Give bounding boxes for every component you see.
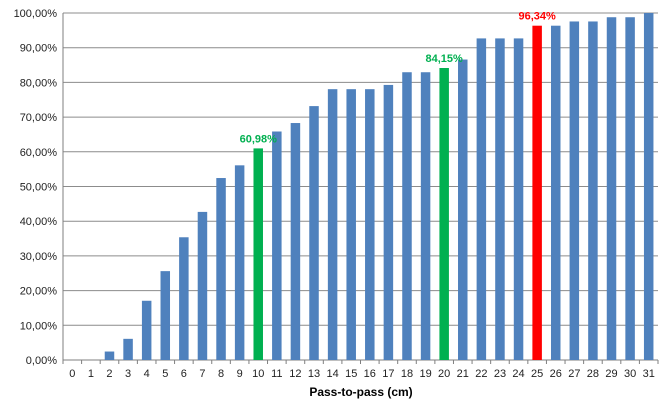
bar (402, 72, 412, 360)
x-tick-label: 20 (438, 368, 450, 380)
x-tick-label: 8 (218, 368, 224, 380)
x-tick-label: 28 (587, 368, 599, 380)
bar (365, 89, 375, 360)
x-tick-label: 25 (531, 368, 543, 380)
x-tick-label: 30 (624, 368, 636, 380)
y-tick-label: 60,00% (20, 147, 58, 159)
x-tick-label: 0 (69, 368, 75, 380)
gridlines (62, 12, 659, 364)
x-tick-label: 31 (643, 368, 655, 380)
bar (123, 338, 133, 360)
bar (197, 211, 208, 360)
x-tick-label: 27 (568, 368, 580, 380)
x-tick-label: 24 (512, 368, 524, 380)
y-tick-label: 50,00% (20, 182, 58, 194)
bar (346, 89, 356, 360)
x-tick-label: 26 (550, 368, 562, 380)
data-label: 60,98% (240, 133, 278, 145)
bar (216, 178, 226, 360)
x-axis-title: Pass-to-pass (cm) (309, 385, 412, 399)
bar (588, 21, 598, 361)
x-tick-label: 4 (144, 368, 150, 380)
bar (272, 131, 282, 360)
y-axis-tick-labels: 0,00% 10,00% 20,00% 30,00% 40,00% 50,00% 60,00… (14, 8, 58, 367)
y-tick-label: 40,00% (20, 216, 58, 228)
y-tick-label: 30,00% (20, 251, 58, 263)
x-tick-label: 16 (364, 368, 376, 380)
bar (420, 72, 431, 360)
x-tick-label: 10 (252, 368, 264, 380)
bar (290, 123, 301, 361)
x-tick-label: 18 (401, 368, 413, 380)
bar (643, 13, 654, 360)
y-tick-label: 20,00% (20, 286, 58, 298)
x-tick-label: 22 (475, 368, 487, 380)
bar (104, 351, 115, 360)
x-tick-label: 29 (605, 368, 617, 380)
x-tick-label: 21 (457, 368, 469, 380)
x-tick-label: 13 (308, 368, 320, 380)
x-tick-label: 6 (181, 368, 187, 380)
x-tick-label: 12 (289, 368, 301, 380)
bar (476, 38, 487, 361)
bar (550, 25, 561, 361)
bar (253, 148, 263, 360)
bar (234, 165, 245, 360)
x-tick-label: 5 (162, 368, 168, 380)
data-label: 84,15% (426, 53, 464, 65)
y-tick-label: 100,00% (14, 8, 58, 20)
y-tick-label: 70,00% (20, 112, 58, 124)
y-tick-label: 80,00% (20, 77, 58, 89)
y-tick-label: 10,00% (20, 320, 58, 332)
bar (532, 25, 542, 361)
x-tick-label: 9 (237, 368, 243, 380)
y-tick-label: 0,00% (26, 355, 57, 367)
bar (383, 84, 394, 360)
x-tick-label: 11 (271, 368, 282, 380)
bar (513, 38, 524, 361)
bar (160, 271, 171, 360)
x-tick-label: 3 (125, 368, 131, 380)
bar (439, 67, 449, 360)
y-tick-label: 90,00% (20, 43, 58, 55)
bar (495, 38, 505, 361)
x-tick-label: 2 (106, 368, 112, 380)
bar (309, 106, 319, 360)
x-tick-label: 7 (199, 368, 205, 380)
x-tick-label: 17 (382, 368, 394, 380)
x-tick-label: 23 (494, 368, 506, 380)
bar (569, 21, 580, 361)
bar (327, 89, 338, 360)
x-axis-tick-labels: 0 1 2 3 4 5 6 7 8 9 10 11 12 13 14 15 16 17 18 19 20 21 22 23 24… (69, 368, 655, 380)
bar (179, 237, 189, 360)
bar (458, 59, 468, 360)
bar (141, 300, 152, 360)
x-tick-label: 1 (88, 368, 94, 380)
x-tick-label: 19 (419, 368, 431, 380)
bar (625, 17, 635, 361)
bar (606, 17, 617, 361)
data-labels: 60,98% 84,15% 96,34% (240, 11, 556, 146)
bars (104, 13, 654, 361)
x-tick-label: 14 (326, 368, 338, 380)
data-label: 96,34% (518, 11, 556, 23)
x-tick-label: 15 (345, 368, 357, 380)
